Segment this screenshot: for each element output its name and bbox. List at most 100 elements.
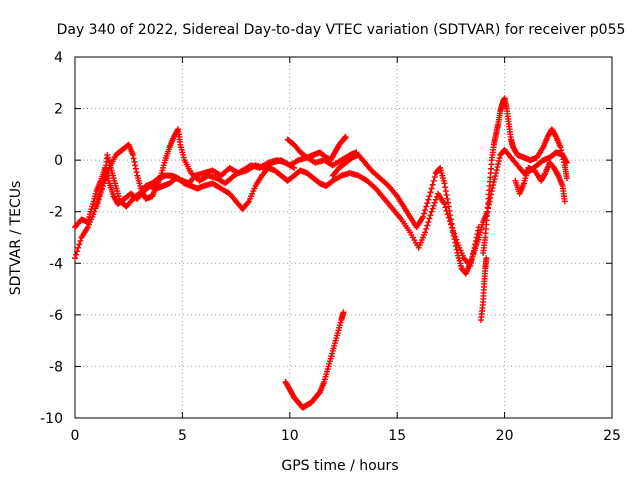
data-point <box>445 199 452 206</box>
data-point <box>430 202 437 209</box>
data-point <box>103 173 110 180</box>
data-point <box>493 170 500 177</box>
data-point <box>422 206 429 213</box>
chart-title: Day 340 of 2022, Sidereal Day-to-day VTE… <box>57 22 626 38</box>
data-point <box>133 169 140 176</box>
data-point <box>340 309 347 316</box>
data-point <box>559 153 566 160</box>
data-point <box>430 177 437 184</box>
data-point <box>100 179 107 186</box>
data-point <box>447 212 454 219</box>
x-tick-label: 5 <box>178 428 187 444</box>
data-point <box>422 229 429 236</box>
x-tick-label: 0 <box>71 428 80 444</box>
data-point <box>445 203 452 210</box>
data-point <box>495 161 502 168</box>
data-point <box>72 255 78 262</box>
series-track-c <box>93 126 298 210</box>
x-tick-label: 20 <box>496 428 514 444</box>
data-point <box>443 191 450 198</box>
data-point <box>104 170 111 177</box>
data-point <box>432 196 439 203</box>
data-point <box>561 159 568 166</box>
data-point <box>93 203 100 210</box>
x-tick-label: 15 <box>388 428 406 444</box>
data-point <box>426 215 433 222</box>
data-point <box>554 171 561 178</box>
data-point <box>452 239 459 246</box>
data-point <box>431 173 438 180</box>
data-point <box>557 144 564 151</box>
data-point <box>451 236 458 243</box>
y-tick-label: -6 <box>49 308 63 324</box>
data-point <box>492 173 499 180</box>
data-point <box>91 208 98 215</box>
data-point <box>76 241 83 248</box>
y-axis-label: SDTVAR / TECUs <box>8 181 24 296</box>
ticks: 0 5 10 15 20 25 -10 -8 -6 -4 -2 0 2 4 <box>40 50 621 444</box>
data-point <box>449 225 456 232</box>
data-point <box>448 220 455 227</box>
data-point <box>427 212 434 219</box>
series-track-g <box>477 255 490 324</box>
data-point <box>490 182 497 189</box>
data-point <box>99 182 106 189</box>
data-point <box>426 193 433 200</box>
series-track-i <box>282 309 347 411</box>
data-point <box>425 196 432 203</box>
data-point <box>452 243 459 250</box>
data-point <box>130 155 137 162</box>
y-tick-label: -2 <box>49 205 63 221</box>
y-tick-label: 2 <box>54 102 63 118</box>
x-tick-label: 25 <box>603 428 621 444</box>
data-point <box>447 216 454 223</box>
data-point <box>423 225 430 232</box>
data-point <box>552 132 559 139</box>
data-point <box>429 205 436 212</box>
data-point <box>419 213 426 220</box>
data-point <box>444 195 451 202</box>
data-point <box>496 154 503 161</box>
data-point <box>97 189 104 196</box>
data-point <box>94 200 101 207</box>
data-point <box>446 207 453 214</box>
data-point <box>424 222 431 229</box>
data-point <box>132 165 139 172</box>
data-point <box>131 158 138 165</box>
data-point <box>428 208 435 215</box>
y-tick-label: 0 <box>54 153 63 169</box>
data-point <box>483 255 490 262</box>
data-point <box>342 133 349 140</box>
data-point <box>73 251 80 258</box>
data-point <box>442 188 449 195</box>
y-tick-label: -8 <box>49 359 63 375</box>
data-point <box>75 244 82 251</box>
data-point <box>132 162 139 169</box>
data-point <box>95 196 102 203</box>
y-tick-label: -10 <box>40 411 63 427</box>
data-point <box>494 164 501 171</box>
data-point <box>98 186 105 193</box>
data-point <box>453 246 460 253</box>
data-point <box>105 167 112 174</box>
y-tick-label: -4 <box>49 256 63 272</box>
data-point <box>427 189 434 196</box>
data-point <box>493 167 500 174</box>
x-axis-label: GPS time / hours <box>281 458 398 474</box>
data-point <box>441 180 448 187</box>
data-point <box>558 150 565 157</box>
data-point <box>174 127 181 134</box>
series-track-d <box>284 133 349 164</box>
data-point <box>244 199 251 206</box>
data-point <box>429 181 436 188</box>
series-track-e <box>329 146 570 277</box>
data-point <box>560 156 567 163</box>
data-point <box>447 221 454 228</box>
data-point <box>450 229 457 236</box>
series-track-h <box>512 159 568 205</box>
grid <box>75 57 612 418</box>
data-point <box>423 203 430 210</box>
data-point <box>74 248 81 255</box>
data-point <box>425 219 432 226</box>
